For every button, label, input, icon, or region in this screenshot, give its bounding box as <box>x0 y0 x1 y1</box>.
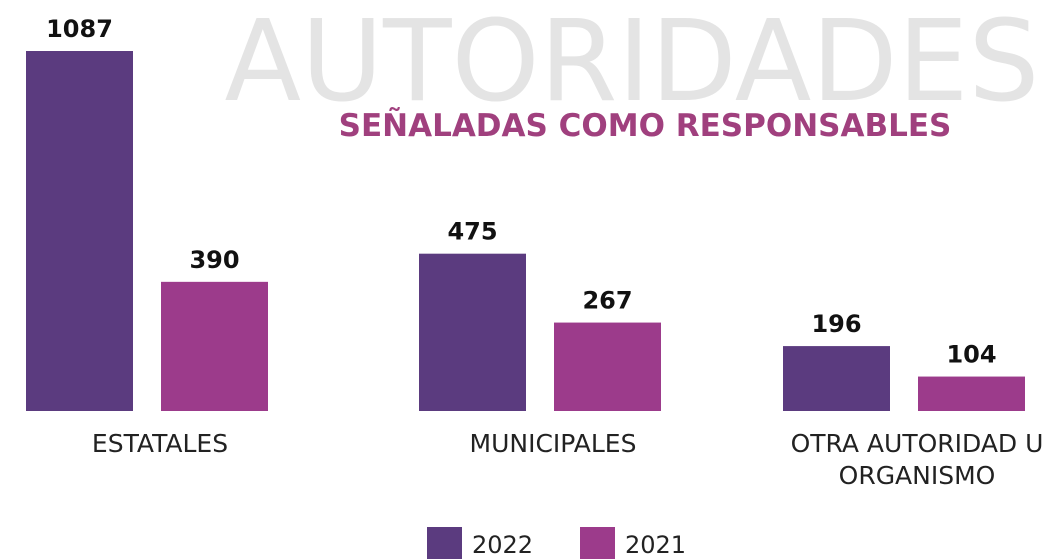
legend-swatch <box>427 527 462 559</box>
data-label: 267 <box>582 287 632 315</box>
data-label: 390 <box>189 246 239 274</box>
bar <box>554 322 661 411</box>
chart-title: AUTORIDADES <box>224 0 1039 127</box>
legend-swatch <box>580 527 615 559</box>
x-tick-label: MUNICIPALES <box>469 429 637 458</box>
bar <box>419 253 526 411</box>
legend-label: 2021 <box>625 531 686 559</box>
data-label: 196 <box>811 310 861 338</box>
legend-label: 2022 <box>472 531 533 559</box>
data-label: 1087 <box>46 15 113 43</box>
data-label: 475 <box>447 218 497 246</box>
bar <box>161 281 268 411</box>
bar <box>26 51 133 411</box>
bar <box>918 376 1025 411</box>
data-label: 104 <box>946 341 996 369</box>
x-tick-label: OTRA AUTORIDAD U ORGANISMO <box>790 429 1044 490</box>
bar <box>783 346 890 411</box>
chart-subtitle: SEÑALADAS COMO RESPONSABLES <box>339 107 952 144</box>
x-tick-label: ESTATALES <box>91 429 229 458</box>
